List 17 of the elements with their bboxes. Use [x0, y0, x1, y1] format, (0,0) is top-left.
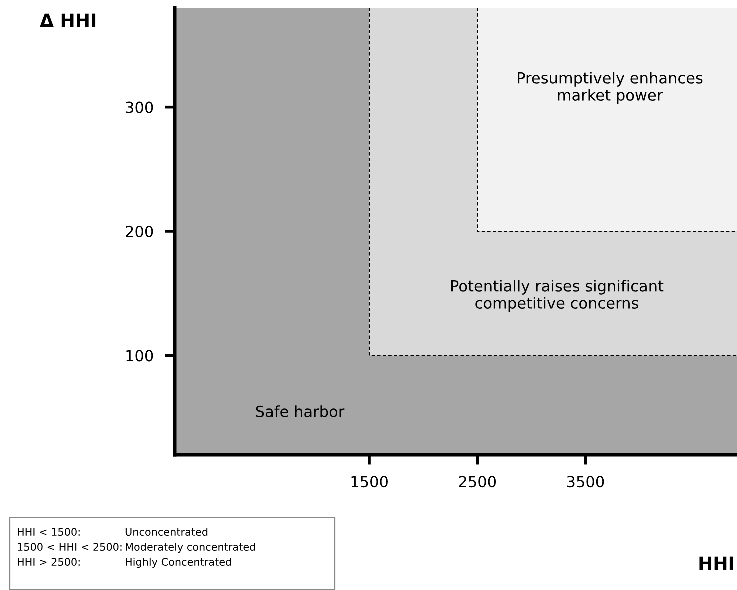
text: HHI > 2500: [18, 558, 80, 566]
y-tick-label: 200 [126, 226, 154, 238]
text: HHI < 1500: [18, 528, 80, 536]
y-axis-title: Δ HHI [40, 14, 96, 27]
y-tick-label: 300 [126, 102, 154, 114]
annotation: Presumptively enhances market power [518, 72, 703, 104]
text: Unconcentrated [126, 528, 208, 536]
x-tick-label: 2500 [459, 476, 496, 488]
annotation: Potentially raises significant competitive concerns [451, 280, 664, 312]
annotation: Safe harbor [256, 406, 345, 418]
text: Highly Concentrated [126, 558, 232, 568]
text: Moderately concentrated [126, 542, 256, 554]
x-axis-title: HHI [700, 556, 734, 570]
x-tick-label: 3500 [567, 476, 604, 488]
y-tick-label: 100 [126, 350, 154, 362]
x-tick-label: 1500 [352, 476, 388, 488]
text: 1500 < HHI < 2500: [18, 543, 122, 552]
